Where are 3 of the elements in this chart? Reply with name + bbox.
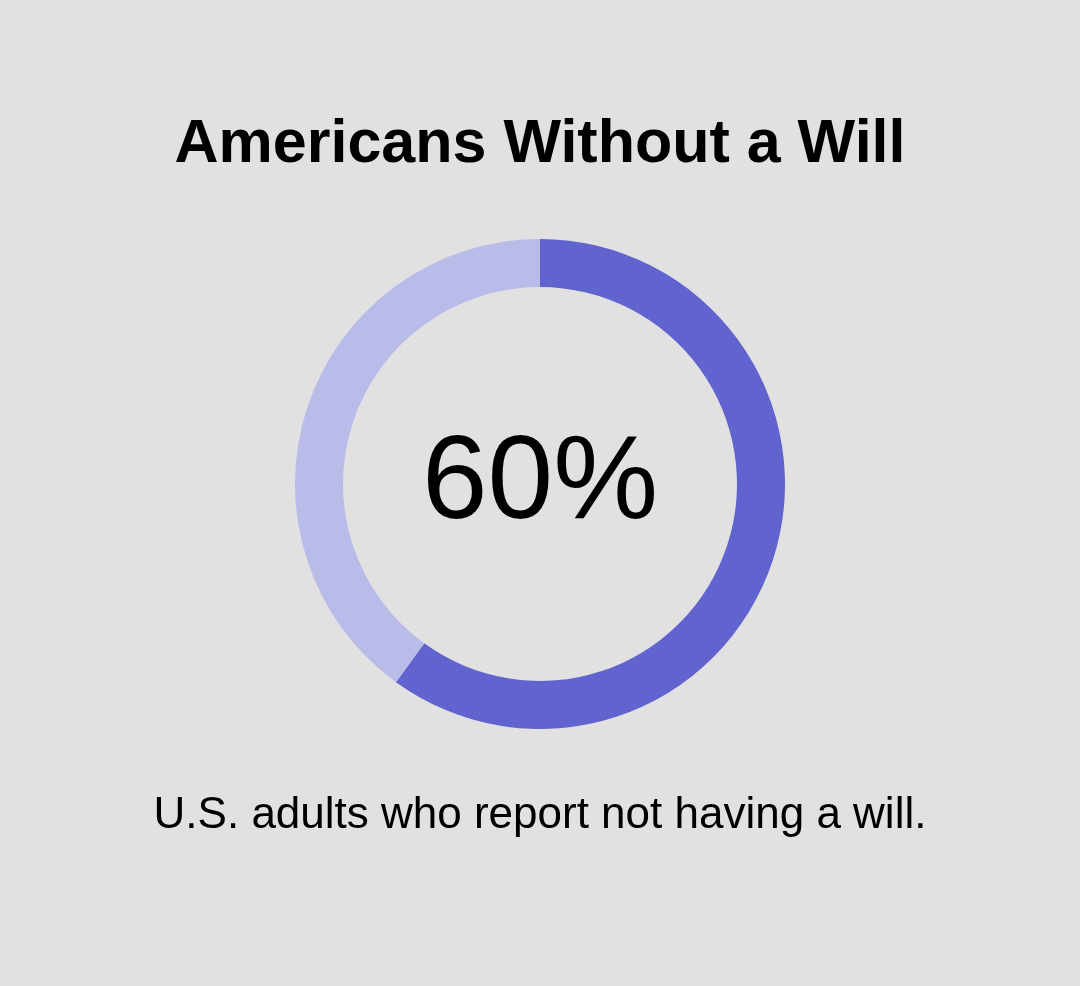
text: 60% — [421, 411, 659, 543]
chart-title: Americans Without a Will — [174, 107, 906, 175]
text: U.S. adults who report not having a will. — [153, 788, 927, 837]
